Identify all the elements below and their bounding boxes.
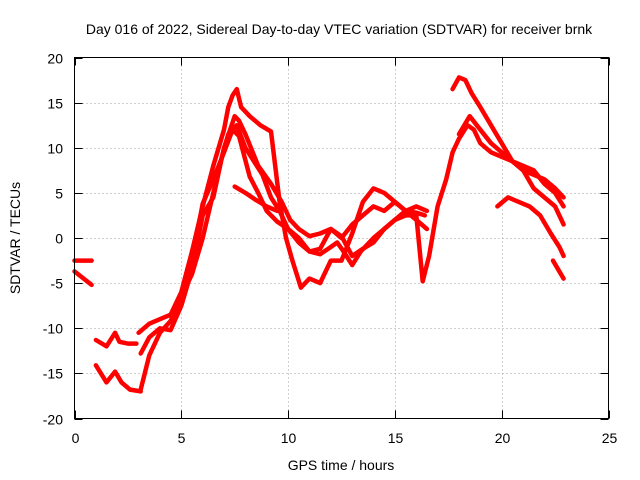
x-tick-label: 10 <box>281 430 297 446</box>
series-track-c <box>93 330 139 349</box>
series-track-i <box>450 75 566 200</box>
y-tick-label: 0 <box>55 231 63 247</box>
y-tick-label: -15 <box>43 366 63 382</box>
y-axis-label: SDTVAR / TECUs <box>7 182 23 294</box>
y-tick-label: -10 <box>43 321 63 337</box>
y-tick-label: -20 <box>43 412 63 428</box>
x-tick-label: 0 <box>72 430 80 446</box>
series-track-g <box>136 86 430 336</box>
series-track-h <box>179 122 566 299</box>
series-track-l <box>550 258 566 281</box>
y-tick-label: 20 <box>47 51 63 67</box>
data-series <box>72 75 566 394</box>
series-track-e <box>138 127 428 392</box>
y-tick-label: 10 <box>47 141 63 157</box>
x-tick-label: 15 <box>388 430 404 446</box>
x-tick-label: 25 <box>602 430 618 446</box>
grid <box>74 57 609 419</box>
x-axis-label: GPS time / hours <box>288 457 395 473</box>
axis-ticks: 0 5 10 15 20 25 -20 -15 -10 -5 0 5 10 15 20 <box>43 51 618 447</box>
series-track-b <box>72 269 94 288</box>
x-tick-label: 5 <box>178 430 186 446</box>
y-tick-label: 5 <box>55 186 63 202</box>
series-track-j <box>456 113 566 227</box>
y-tick-label: -5 <box>51 276 64 292</box>
x-tick-label: 20 <box>495 430 511 446</box>
series-track-m <box>232 184 280 214</box>
series-track-d <box>93 363 143 394</box>
chart-title: Day 016 of 2022, Sidereal Day-to-day VTE… <box>86 21 593 37</box>
y-tick-label: 15 <box>47 96 63 112</box>
series-track-k <box>495 195 566 259</box>
